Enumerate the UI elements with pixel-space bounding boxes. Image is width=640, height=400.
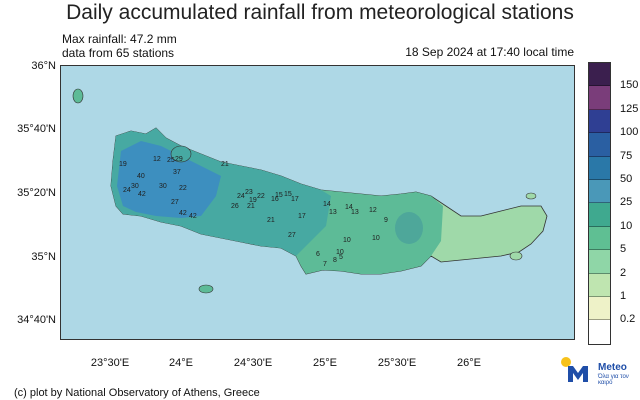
rainfall-map: 19 12 25 29 40 37 30 21 24 30 42 22 27 42 26 21 17 17 15 13… xyxy=(60,65,575,340)
legend-swatch xyxy=(589,156,610,180)
station-value: 26 xyxy=(231,203,239,210)
station-value: 30 xyxy=(159,183,167,190)
lon-label-24: 24°E xyxy=(169,357,193,369)
station-value: 14 xyxy=(323,201,331,208)
station-value: 13 xyxy=(329,209,337,216)
lat-label-35: 35°N xyxy=(31,251,56,263)
lat-label-36: 36°N xyxy=(31,60,56,72)
logo-tagline: Όλα για τον καιρό xyxy=(598,374,629,386)
station-value: 24 xyxy=(237,193,245,200)
station-value: 27 xyxy=(171,199,179,206)
station-value: 14 xyxy=(345,204,353,211)
legend-swatch xyxy=(589,203,610,227)
station-value: 15 xyxy=(284,191,292,198)
legend-swatch xyxy=(589,63,610,87)
credit-footer: (c) plot by National Observatory of Athe… xyxy=(14,387,260,399)
station-value: 22 xyxy=(179,185,187,192)
station-value: 10 xyxy=(343,237,351,244)
station-value: 12 xyxy=(369,207,377,214)
legend-level-label: 150 xyxy=(620,79,639,92)
legend-level-label: 125 xyxy=(620,102,639,115)
station-value: 21 xyxy=(247,203,255,210)
station-value: 19 xyxy=(249,197,257,204)
lon-label-25-30: 25°30'E xyxy=(377,357,417,369)
station-value: 12 xyxy=(153,156,161,163)
station-value: 40 xyxy=(137,173,145,180)
legend-swatch xyxy=(589,109,610,134)
station-value: 10 xyxy=(336,249,344,256)
station-value: 23 xyxy=(245,189,253,196)
legend-level-label: 5 xyxy=(620,243,627,256)
lon-label-25: 25°E xyxy=(313,357,337,369)
lat-label-35-40: 35°40'N xyxy=(17,123,56,135)
station-value: 27 xyxy=(288,232,296,239)
legend-swatch xyxy=(589,296,610,321)
lon-label-23-30: 23°30'E xyxy=(90,357,130,369)
station-value: 15 xyxy=(275,192,283,199)
legend-level-label: 25 xyxy=(620,196,633,209)
stations-count-text: data from 65 stations xyxy=(62,46,175,60)
legend-swatch xyxy=(589,179,610,204)
lon-label-24-30: 24°30'E xyxy=(233,357,273,369)
station-value: 21 xyxy=(267,217,275,224)
station-value: 37 xyxy=(173,169,181,176)
station-value: 17 xyxy=(298,213,306,220)
legend-swatch xyxy=(589,250,610,274)
map-info: Max rainfall: 47.2 mm data from 65 stati… xyxy=(62,32,177,60)
legend-swatch xyxy=(589,226,610,251)
legend-level-label: 2 xyxy=(620,266,627,279)
legend-level-label: 10 xyxy=(620,219,633,232)
station-value: 42 xyxy=(138,191,146,198)
station-value: 7 xyxy=(323,261,327,268)
legend-level-label: 1 xyxy=(620,290,627,302)
legend-swatch xyxy=(589,133,610,157)
timestamp-text: 18 Sep 2024 at 17:40 local time xyxy=(405,45,574,59)
max-rainfall-text: Max rainfall: 47.2 mm xyxy=(62,32,177,46)
legend-swatch xyxy=(589,320,610,344)
station-value: 6 xyxy=(316,251,320,258)
station-value: 42 xyxy=(179,210,187,217)
colorbar-legend xyxy=(588,62,611,345)
lat-label-35-20: 35°20'N xyxy=(17,187,56,199)
legend-swatch xyxy=(589,273,610,297)
station-value: 24 xyxy=(123,187,131,194)
station-value: 17 xyxy=(291,196,299,203)
legend-swatch xyxy=(589,86,610,110)
station-value: 13 xyxy=(351,209,359,216)
legend-level-label: 0.2 xyxy=(620,313,636,326)
map-title: Daily accumulated rainfall from meteorol… xyxy=(66,1,574,24)
station-value: 9 xyxy=(384,217,388,224)
station-value: 16 xyxy=(271,196,279,203)
station-value: 25 xyxy=(167,157,175,164)
legend-level-label: 50 xyxy=(620,173,633,185)
station-value: 19 xyxy=(119,161,127,168)
lon-label-26: 26°E xyxy=(457,357,481,369)
lat-label-34-40: 34°40'N xyxy=(17,314,56,326)
station-value: 8 xyxy=(333,257,337,264)
logo-name: Meteo xyxy=(598,362,627,373)
station-value: 30 xyxy=(131,183,139,190)
legend-level-label: 100 xyxy=(620,126,639,139)
meteo-logo-icon xyxy=(561,357,588,382)
station-value: 29 xyxy=(175,156,183,163)
station-value: 21 xyxy=(221,161,229,168)
station-value: 42 xyxy=(189,213,197,220)
station-value: 10 xyxy=(372,235,380,242)
station-value: 22 xyxy=(257,193,265,200)
station-value: 5 xyxy=(339,254,343,261)
legend-level-label: 75 xyxy=(620,149,633,162)
